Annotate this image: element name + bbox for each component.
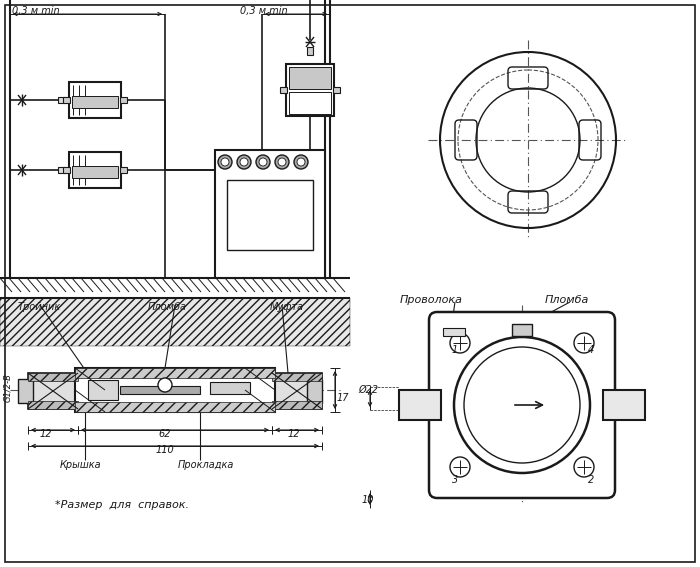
Bar [28,401,78,409]
Circle shape [297,158,305,166]
Bar [286,64,334,116]
Bar [18,379,33,403]
Text: Пломба: Пломба [545,295,589,305]
Bar [603,390,645,420]
Bar [69,152,121,188]
Text: Ø22: Ø22 [358,385,378,395]
Circle shape [240,158,248,166]
Text: 12: 12 [288,429,300,439]
Text: Крышка: Крышка [60,460,102,470]
Circle shape [275,155,289,169]
Text: 0,3 м min: 0,3 м min [240,6,288,16]
Bar [88,380,118,400]
Text: 1: 1 [452,345,458,355]
Bar [72,96,118,108]
Text: Проволока: Проволока [400,295,463,305]
Bar [0,298,350,346]
Text: Пломба: Пломба [148,302,187,312]
Bar [69,82,121,118]
Bar [512,324,532,336]
Text: *Размер  для  справок.: *Размер для справок. [55,500,189,510]
Text: Муфта: Муфта [270,302,304,312]
Text: Тройник: Тройник [18,302,62,312]
Circle shape [218,155,232,169]
Circle shape [221,158,229,166]
Bar [272,401,322,409]
Bar [215,150,325,278]
Text: 110: 110 [155,445,174,455]
Bar [289,92,331,114]
Bar [120,97,127,103]
Text: 12: 12 [40,429,52,439]
Bar [307,379,322,403]
Circle shape [237,155,251,169]
Text: 2: 2 [588,475,594,485]
Bar [120,167,127,173]
Text: 17: 17 [337,393,349,403]
Bar [58,97,65,103]
Circle shape [294,155,308,169]
Bar [63,167,70,173]
Bar [289,67,331,89]
Bar [272,373,322,409]
Bar [333,87,340,93]
Text: 3: 3 [452,475,458,485]
Circle shape [278,158,286,166]
Bar [75,368,275,378]
Bar [399,390,441,420]
Bar [227,180,313,250]
Bar [28,373,78,381]
Bar [28,373,78,409]
Circle shape [259,158,267,166]
Text: G1/2-B: G1/2-B [4,373,13,402]
Bar [72,166,118,178]
Bar [272,373,322,381]
Text: 0,3 м min: 0,3 м min [12,6,60,16]
Bar [75,402,275,412]
Bar [210,382,250,394]
Bar [280,87,287,93]
Text: 4: 4 [588,345,594,355]
Text: 10: 10 [362,495,375,505]
Bar [443,328,465,336]
Text: Прокладка: Прокладка [178,460,235,470]
Text: 62: 62 [159,429,172,439]
Circle shape [256,155,270,169]
Bar [58,167,65,173]
Circle shape [158,378,172,392]
FancyBboxPatch shape [429,312,615,498]
Bar [75,368,275,412]
Bar [63,97,70,103]
Bar [307,47,313,55]
Bar [120,386,200,394]
